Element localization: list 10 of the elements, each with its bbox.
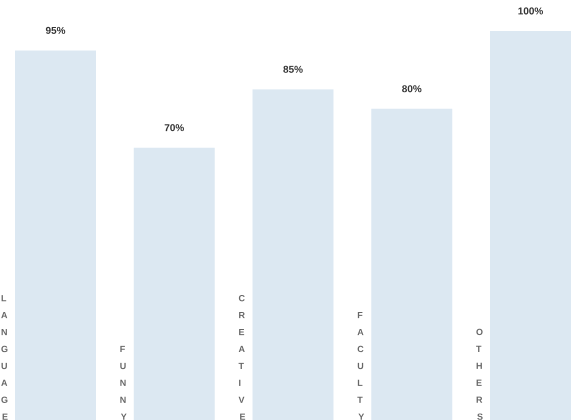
data-label: 85% [283, 66, 303, 73]
data-label: 95% [46, 26, 66, 34]
category-label: FUNNY [120, 346, 127, 420]
data-label: 70% [164, 124, 184, 132]
category-label: CREATIVE [238, 294, 246, 420]
data-label: 80% [402, 85, 422, 92]
data-label: 100% [518, 7, 543, 14]
category-label: LANGUAGE [1, 295, 8, 420]
category-label: FACULTY [357, 312, 364, 420]
category-label: OTHERS [476, 328, 483, 420]
